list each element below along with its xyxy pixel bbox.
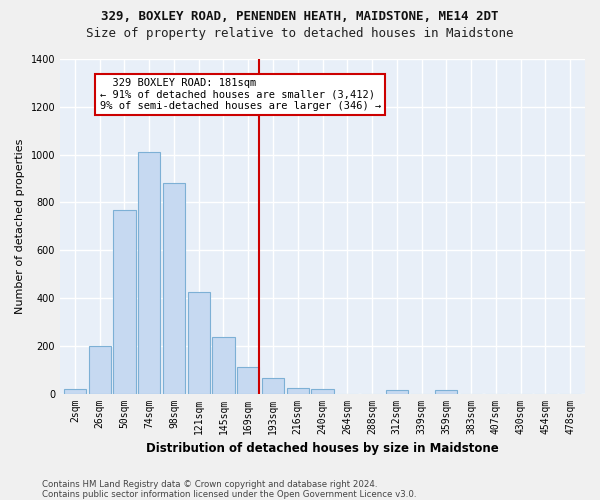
Bar [311,389,334,394]
Bar [163,184,185,394]
Bar [435,390,457,394]
Text: Contains HM Land Registry data © Crown copyright and database right 2024.: Contains HM Land Registry data © Crown c… [42,480,377,489]
X-axis label: Distribution of detached houses by size in Maidstone: Distribution of detached houses by size … [146,442,499,455]
Text: Contains public sector information licensed under the Open Government Licence v3: Contains public sector information licen… [42,490,416,499]
Bar [287,388,309,394]
Bar [138,152,160,394]
Text: 329 BOXLEY ROAD: 181sqm  
← 91% of detached houses are smaller (3,412)
9% of sem: 329 BOXLEY ROAD: 181sqm ← 91% of detache… [100,78,381,112]
Bar [64,389,86,394]
Bar [237,368,259,394]
Bar [188,292,210,394]
Bar [386,390,408,394]
Bar [113,210,136,394]
Y-axis label: Number of detached properties: Number of detached properties [15,138,25,314]
Bar [262,378,284,394]
Text: 329, BOXLEY ROAD, PENENDEN HEATH, MAIDSTONE, ME14 2DT: 329, BOXLEY ROAD, PENENDEN HEATH, MAIDST… [101,10,499,23]
Bar [212,338,235,394]
Bar [89,346,111,394]
Text: Size of property relative to detached houses in Maidstone: Size of property relative to detached ho… [86,28,514,40]
